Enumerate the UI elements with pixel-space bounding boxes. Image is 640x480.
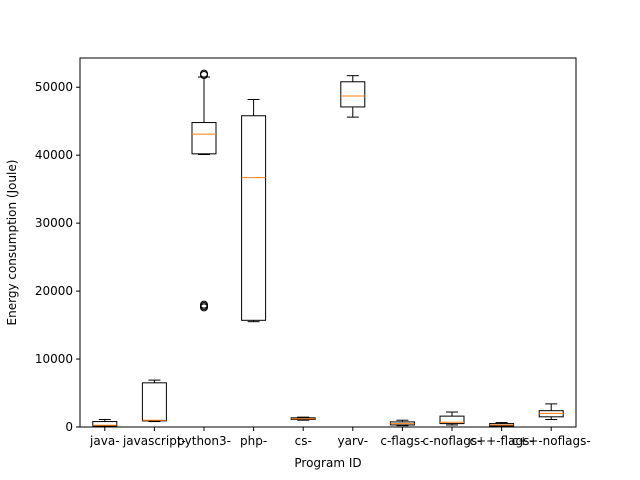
x-tick-label: c-flags- <box>380 434 424 448</box>
y-tick-label: 30000 <box>35 216 73 230</box>
y-tick-label: 20000 <box>35 284 73 298</box>
box-group-cs <box>290 416 316 421</box>
x-axis: java-javascript-python3- php-cs-yarv-c-fl… <box>89 427 591 448</box>
box-group-c-flags <box>389 419 415 427</box>
x-tick-label: cs- <box>295 434 312 448</box>
y-axis: 0 10000 20000 30000 40000 50000 <box>35 80 80 434</box>
y-tick-label: 0 <box>65 420 73 434</box>
y-axis-label: Energy consumption (Joule) <box>5 160 19 326</box>
box <box>439 415 465 425</box>
box-group-php <box>241 98 267 323</box>
box <box>191 122 217 155</box>
box-group-python3 <box>191 69 217 312</box>
x-tick-label: c++-flags- <box>470 434 534 448</box>
box-group-yarv <box>340 75 366 118</box>
x-tick-label: php- <box>240 434 267 448</box>
outlier-point <box>200 69 208 78</box>
x-tick-label: python3- <box>177 434 231 448</box>
box-group-java <box>92 419 118 427</box>
x-tick-label: yarv- <box>338 434 369 448</box>
x-tick-label: c++-noflags- <box>512 434 591 448</box>
box <box>141 382 167 422</box>
box-group-c-noflags <box>538 403 564 421</box>
box-group-c-flags <box>489 422 515 427</box>
box <box>340 81 366 108</box>
y-tick-label: 10000 <box>35 352 73 366</box>
box-group-c-noflags <box>439 411 465 426</box>
box-group-javascript <box>141 379 167 423</box>
plot-frame <box>79 57 577 428</box>
outlier-point <box>200 300 208 309</box>
x-tick-label: javascript- <box>122 434 186 448</box>
y-tick-label: 40000 <box>35 148 73 162</box>
x-axis-label: Program ID <box>294 456 361 470</box>
box <box>241 115 267 321</box>
y-tick-label: 50000 <box>35 80 73 94</box>
plot-layer <box>92 69 564 427</box>
x-tick-label: c-noflags- <box>423 434 482 448</box>
x-tick-label: java- <box>89 434 119 448</box>
box <box>92 421 118 427</box>
